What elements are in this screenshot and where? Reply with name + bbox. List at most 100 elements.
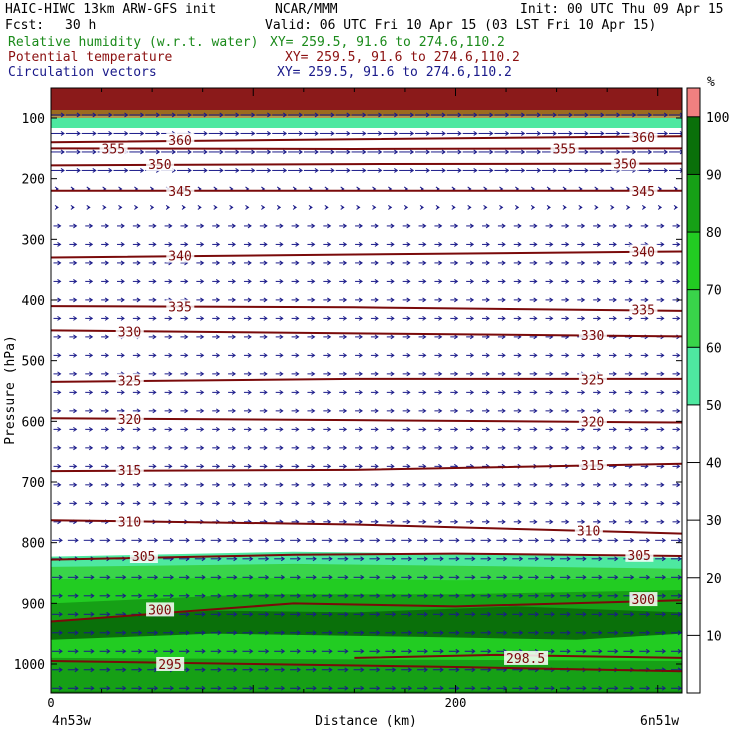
vector-arrowhead [58,667,63,673]
vector-arrowhead [169,630,175,636]
vector-arrowhead [74,667,79,673]
theta-label-350: 350 [148,158,171,173]
vector-arrowhead [533,445,538,451]
vector-arrowhead [201,574,206,580]
vector-arrowhead [104,352,110,358]
vector-arrowhead [390,223,395,229]
vector-arrowhead [327,278,332,284]
vector-arrowhead [660,445,665,451]
vector-arrowhead [298,131,303,136]
org-label: NCAR/MMM [275,2,338,17]
vector-arrowhead [533,371,538,377]
vector-arrowhead [533,426,538,432]
vector-arrowhead [565,278,570,284]
vector-arrowhead [282,168,288,173]
vector-arrowhead [471,537,476,543]
vector-arrowhead [566,593,571,599]
vector-arrowhead [203,168,208,173]
vector-arrowhead [245,205,250,210]
vector-arrowhead [215,260,221,266]
vector-arrowhead [679,168,682,173]
theta-label-bg [115,411,144,426]
vector-arrowhead [394,131,399,136]
vector-arrowhead [584,149,589,155]
vector-arrowhead [582,685,587,691]
vector-arrowhead [74,630,79,636]
vector-arrowhead [108,112,113,118]
vector-arrowhead [263,223,268,229]
vector-arrowhead [439,611,444,617]
vector-arrowhead [612,352,617,358]
vector-arrowhead [568,168,573,173]
vector-arrowhead [469,500,475,506]
vector-arrowhead [630,574,635,580]
vector-arrowhead [265,574,270,580]
vector-arrowhead [265,630,270,636]
vector-arrowhead [580,500,586,506]
vector-arrowhead [485,297,490,303]
vector-arrowhead [596,352,602,358]
vector-arrowhead [549,408,554,414]
vector-arrowhead [104,371,110,377]
theta-contour-300 [51,599,682,623]
valid-time: Valid: 06 UTC Fri 10 Apr 15 (03 LST Fri … [265,18,657,33]
vector-arrowhead [407,537,413,543]
vector-arrowhead [376,648,381,654]
vector-arrowhead [92,149,97,155]
vector-arrowhead [104,223,110,229]
vector-arrowhead [153,648,159,654]
vector-arrowhead [263,408,268,414]
vector-arrowhead [120,242,125,247]
vector-arrowhead [628,445,633,451]
vector-arrowhead [215,500,221,506]
theta-label-bg [625,547,654,562]
vector-arrowhead [598,685,603,691]
vector-arrowhead [374,445,379,451]
vector-arrowhead [422,408,427,414]
vector-arrowhead [152,408,157,414]
vector-arrowhead [279,315,284,321]
vector-arrowhead [73,389,78,395]
vector-arrowhead [360,611,365,617]
vector-arrowhead [136,389,141,395]
vector-arrowhead [73,297,78,303]
vector-arrowhead [392,648,397,654]
vector-arrowhead [342,408,348,414]
theta-label-350: 350 [613,158,636,173]
vector-arrowhead [152,389,157,395]
vector-arrowhead [168,482,173,488]
vector-arrowhead [327,389,332,395]
vector-arrowhead [263,242,268,247]
vector-arrowhead [344,685,349,691]
x-tick-label: 200 [445,696,467,710]
vector-arrowhead [580,445,586,451]
vector-arrowhead [663,149,669,155]
vector-arrowhead [533,500,538,506]
vector-arrowhead [134,205,139,210]
vector-arrowhead [200,389,205,395]
vector-arrowhead [231,500,236,506]
vector-arrowhead [628,408,633,414]
vector-arrowhead [247,242,252,247]
vector-arrowhead [168,408,173,414]
vector-arrowhead [406,297,411,303]
theta-contour-315 [51,462,682,473]
theta-label-bg [99,141,128,156]
vector-arrowhead [311,297,316,303]
vector-arrowhead [358,426,363,432]
vector-arrowhead [422,297,427,303]
vector-arrowhead [517,260,522,266]
vector-arrowhead [550,574,555,580]
vector-arrowhead [295,463,300,469]
vector-arrowhead [407,556,413,562]
vector-arrowhead [392,667,397,673]
vector-arrowhead [521,131,526,136]
vector-arrowhead [392,611,397,617]
vector-arrowhead [501,445,506,451]
theta-label-335: 335 [168,301,191,316]
vector-arrowhead [517,278,522,284]
vector-arrowhead [566,685,571,691]
vector-arrowhead [342,297,348,303]
theta-label-bg [504,650,549,665]
vector-arrowhead [422,278,427,284]
